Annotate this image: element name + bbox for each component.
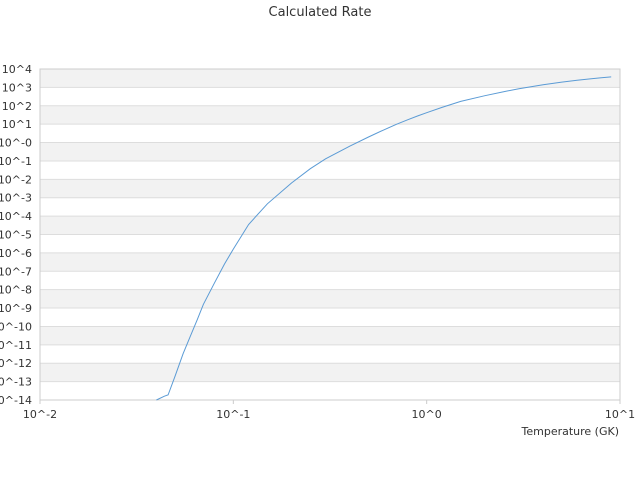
y-tick-label: 10^4 — [2, 63, 32, 76]
y-tick-label: 10^-0 — [0, 137, 32, 150]
y-tick-label: 10^-10 — [0, 320, 32, 333]
y-tick-label: 10^-2 — [0, 173, 32, 186]
y-tick-label: 10^-3 — [0, 192, 32, 205]
y-tick-label: 10^2 — [2, 100, 32, 113]
y-tick-label: 10^-8 — [0, 284, 32, 297]
y-tick-label: 10^1 — [2, 118, 32, 131]
y-tick-label: 10^-11 — [0, 339, 32, 352]
x-tick-label: 10^-2 — [23, 408, 57, 421]
y-tick-label: 10^-4 — [0, 210, 32, 223]
grid-lines — [40, 68, 620, 401]
grid-band — [40, 289, 620, 309]
grid-band — [40, 216, 620, 235]
grid-band — [40, 252, 620, 272]
grid-band — [40, 69, 620, 88]
y-tick-label: 10^-5 — [0, 229, 32, 242]
axes — [39, 68, 621, 401]
grid-band — [40, 142, 620, 161]
grid-band — [40, 105, 620, 125]
y-tick-label: 10^3 — [2, 81, 32, 94]
series-line — [156, 76, 612, 401]
x-axis-label: Temperature (GK) — [521, 425, 620, 438]
y-tick-label: 10^-7 — [0, 265, 32, 278]
chart-title: Calculated Rate — [269, 5, 372, 20]
x-axis-ticks: 10^-2 10^-1 10^0 10^1 — [23, 400, 635, 421]
grid-band — [40, 363, 620, 382]
series-group — [156, 76, 612, 401]
y-tick-label: 10^-6 — [0, 247, 32, 260]
grid-bands — [40, 69, 620, 382]
grid-band — [40, 179, 620, 198]
plot-frame — [39, 68, 621, 401]
grid-band — [40, 326, 620, 345]
y-tick-label: 10^-14 — [0, 394, 32, 407]
y-tick-label: 10^-1 — [0, 155, 32, 168]
y-axis-ticks: 10^-14 10^-13 10^-12 10^-11 10^-10 10^-9 10^-8… — [0, 63, 32, 407]
y-tick-label: 10^-12 — [0, 357, 32, 370]
y-tick-label: 10^-9 — [0, 302, 32, 315]
x-tick-label: 10^0 — [412, 408, 442, 421]
x-tick-label: 10^-1 — [216, 408, 250, 421]
y-tick-label: 10^-13 — [0, 376, 32, 389]
x-tick-label: 10^1 — [605, 408, 635, 421]
